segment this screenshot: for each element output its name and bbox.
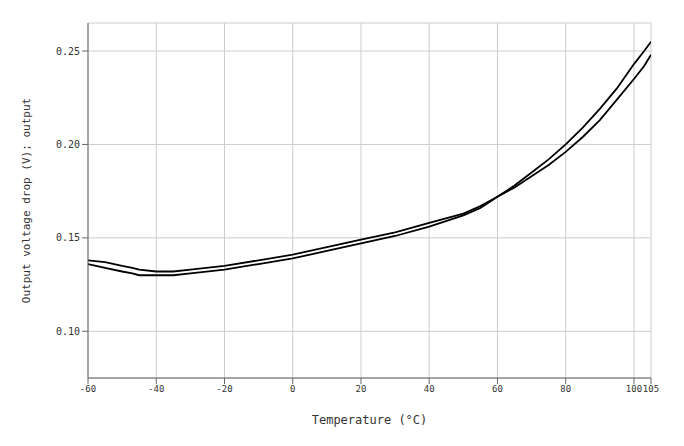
svg-text:0.15: 0.15 <box>56 232 80 243</box>
svg-text:-60: -60 <box>80 384 96 394</box>
svg-text:Temperature (°C): Temperature (°C) <box>312 413 428 427</box>
svg-text:20: 20 <box>356 384 367 394</box>
svg-text:0.10: 0.10 <box>56 326 80 337</box>
svg-text:0.20: 0.20 <box>56 139 80 150</box>
svg-text:40: 40 <box>424 384 435 394</box>
svg-text:105: 105 <box>643 384 659 394</box>
svg-text:-20: -20 <box>216 384 232 394</box>
svg-text:-40: -40 <box>148 384 164 394</box>
svg-text:60: 60 <box>492 384 503 394</box>
svg-text:Output voltage drop (V); outpu: Output voltage drop (V); output <box>20 98 33 303</box>
svg-text:80: 80 <box>560 384 571 394</box>
svg-text:100: 100 <box>626 384 642 394</box>
svg-text:0.25: 0.25 <box>56 46 80 57</box>
svg-text:0: 0 <box>290 384 295 394</box>
